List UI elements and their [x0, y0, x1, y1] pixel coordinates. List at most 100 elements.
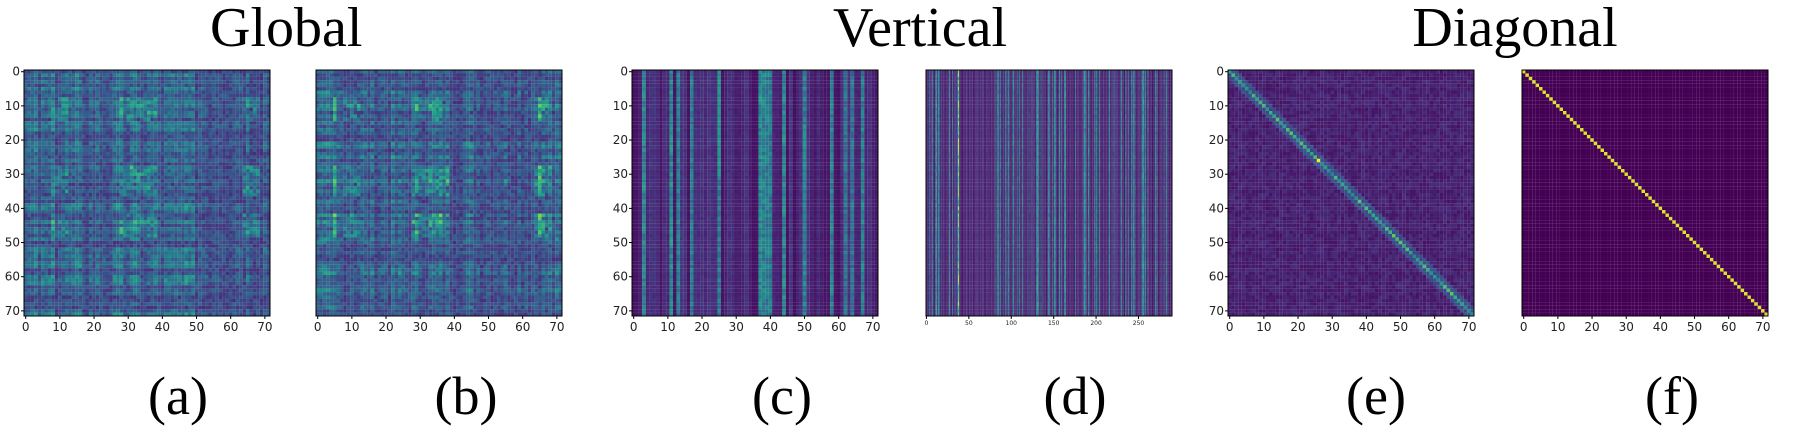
- heatmap-a-cell: [150, 83, 154, 88]
- heatmap-a-cell: [167, 134, 171, 139]
- heatmap-a-cell: [249, 158, 253, 163]
- heatmap-a-cell: [249, 128, 253, 132]
- heatmap-a-cell: [140, 104, 144, 108]
- heatmap-a-cell: [211, 138, 216, 142]
- heatmap-a-cell: [34, 165, 38, 170]
- heatmap-a-cell: [37, 104, 42, 108]
- heatmap-a-cell: [222, 292, 226, 296]
- heatmap-a-cell: [47, 158, 52, 163]
- heatmap-a-cell: [102, 93, 107, 98]
- heatmap-a-cell: [256, 155, 260, 159]
- heatmap-a-cell: [116, 278, 120, 282]
- heatmap-a-cell: [266, 281, 271, 286]
- heatmap-a-cell: [27, 121, 31, 125]
- heatmap-a-cell: [229, 223, 233, 228]
- heatmap-a-cell: [123, 189, 127, 194]
- heatmap-a-cell: [133, 158, 137, 163]
- heatmap-a-cell: [106, 268, 110, 272]
- heatmap-a-cell: [215, 145, 219, 149]
- heatmap-a-cell: [177, 264, 182, 269]
- heatmap-a-cell: [167, 97, 171, 101]
- heatmap-a-cell: [208, 223, 212, 228]
- heatmap-a-cell: [170, 117, 175, 122]
- heatmap-a-cell: [211, 76, 216, 81]
- heatmap-a-cell: [61, 90, 66, 94]
- heatmap-a-cell: [215, 275, 219, 279]
- heatmap-a-cell: [61, 247, 66, 252]
- heatmap-a-cell: [116, 111, 120, 115]
- heatmap-a-cell: [30, 73, 35, 77]
- heatmap-a-cell: [157, 186, 161, 190]
- heatmap-a-cell: [259, 216, 264, 221]
- heatmap-a-cell: [177, 285, 182, 289]
- heatmap-a-cell: [232, 73, 236, 77]
- heatmap-a-cell: [82, 268, 86, 272]
- heatmap-a-cell: [112, 97, 117, 101]
- heatmap-a-cell: [246, 275, 250, 279]
- heatmap-a-cell: [24, 305, 28, 310]
- heatmap-a-cell: [177, 121, 182, 125]
- heatmap-a-cell: [229, 100, 233, 105]
- heatmap-a-cell: [88, 244, 93, 248]
- heatmap-a-cell: [191, 196, 195, 200]
- heatmap-a-cell: [150, 257, 154, 262]
- heatmap-a-cell: [44, 73, 48, 77]
- heatmap-a-cell: [266, 172, 271, 176]
- heatmap-a-cell: [177, 141, 182, 146]
- heatmap-a-cell: [75, 264, 79, 269]
- heatmap-a-cell: [160, 216, 165, 221]
- heatmap-a-cell: [58, 302, 62, 306]
- heatmap-a-cell: [30, 244, 35, 248]
- heatmap-a-cell: [198, 169, 202, 173]
- heatmap-a-cell: [109, 111, 113, 115]
- heatmap-a-cell: [150, 278, 154, 282]
- heatmap-a-cell: [205, 298, 209, 303]
- heatmap-a-cell: [153, 281, 158, 286]
- heatmap-a-cell: [208, 203, 212, 207]
- heatmap-a-cell: [129, 230, 134, 235]
- heatmap-a-cell: [109, 124, 113, 129]
- heatmap-a-cell: [123, 169, 127, 173]
- heatmap-a-cell: [85, 134, 89, 139]
- heatmap-a-cell: [68, 206, 72, 211]
- heatmap-a-cell: [41, 179, 45, 183]
- heatmap-a-cell: [143, 97, 148, 101]
- heatmap-a-cell: [27, 244, 31, 248]
- heatmap-a-cell: [252, 264, 257, 269]
- heatmap-a-cell: [147, 199, 151, 204]
- heatmap-a-cell: [232, 216, 236, 221]
- heatmap-a-cell: [102, 189, 107, 194]
- heatmap-a-cell: [177, 175, 182, 180]
- heatmap-a-cell: [160, 179, 165, 183]
- heatmap-a-cell: [95, 220, 100, 224]
- heatmap-a-cell: [68, 87, 72, 91]
- heatmap-a-cell: [167, 145, 171, 149]
- heatmap-a-cell: [85, 172, 89, 176]
- heatmap-a-cell: [256, 114, 260, 118]
- heatmap-a-cell: [256, 141, 260, 146]
- heatmap-a-cell: [78, 237, 83, 241]
- heatmap-a-cell: [123, 196, 127, 200]
- heatmap-a-cell: [153, 175, 158, 180]
- heatmap-a-cell: [266, 254, 271, 258]
- heatmap-a-cell: [153, 179, 158, 183]
- heatmap-a-cell: [85, 162, 89, 166]
- heatmap-a-cell: [160, 292, 165, 296]
- heatmap-a-cell: [92, 240, 96, 245]
- heatmap-a-cell: [116, 230, 120, 235]
- heatmap-a-cell: [136, 186, 141, 190]
- heatmap-a-cell: [140, 155, 144, 159]
- heatmap-a-cell: [99, 196, 103, 200]
- heatmap-a-cell: [44, 179, 48, 183]
- heatmap-a-cell: [112, 175, 117, 180]
- heatmap-a-cell: [205, 285, 209, 289]
- heatmap-a-cell: [61, 121, 66, 125]
- heatmap-a-cell: [65, 179, 69, 183]
- heatmap-a-cell: [218, 264, 223, 269]
- heatmap-a-cell: [68, 73, 72, 77]
- heatmap-a-cell: [143, 189, 148, 194]
- heatmap-a-cell: [126, 240, 130, 245]
- heatmap-a-cell: [143, 141, 148, 146]
- heatmap-a-cell: [30, 138, 35, 142]
- heatmap-a-cell: [147, 271, 151, 276]
